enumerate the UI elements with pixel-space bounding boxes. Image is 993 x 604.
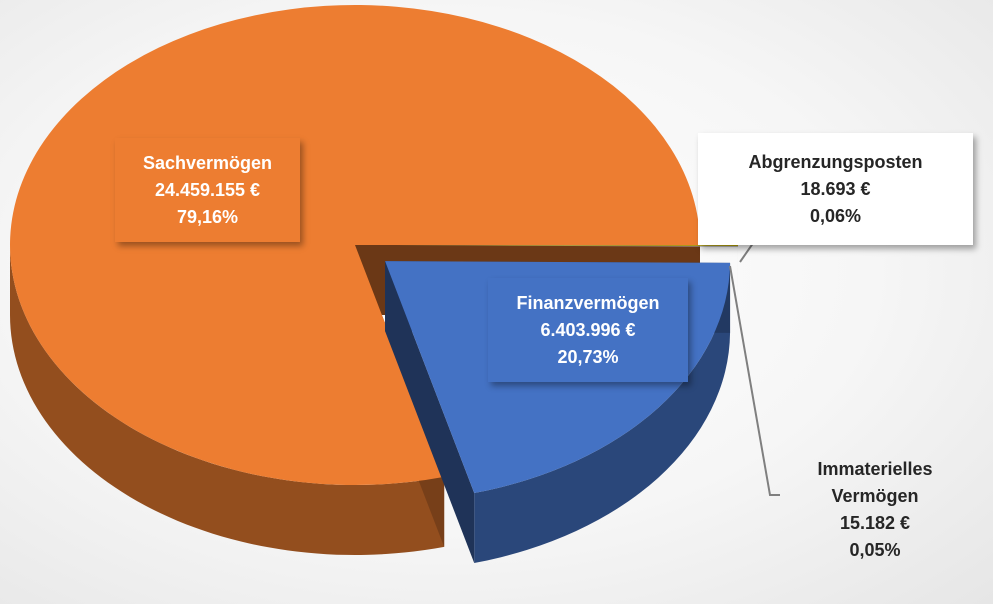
- slice: [10, 5, 701, 486]
- label-line: 0,06%: [809, 205, 862, 226]
- label-line: 18.693 €: [800, 178, 871, 199]
- data-label: Abgrenzungsposten 18.693 € 0,06%: [698, 133, 973, 245]
- label-line: 15.182 €: [839, 513, 911, 533]
- slice: [392, 245, 738, 247]
- label-line: Immaterielles Vermögen: [817, 459, 933, 506]
- slice: [392, 245, 738, 246]
- label-line: 6.403.996 €: [540, 319, 636, 340]
- label-line: 0,05%: [849, 540, 901, 560]
- leader-line: [729, 265, 780, 496]
- label-line: Finanzvermögen: [516, 292, 660, 313]
- label-line: 79,16%: [176, 206, 239, 227]
- slice-side: [474, 262, 731, 564]
- data-label: Finanzvermögen 6.403.996 € 20,73%: [488, 278, 688, 382]
- label-line: 24.459.155 €: [154, 179, 261, 200]
- label-line: Sachvermögen: [142, 152, 273, 173]
- slice-side: [10, 245, 445, 556]
- data-label: Immaterielles Vermögen 15.182 € 0,05%: [775, 440, 975, 580]
- data-label: Sachvermögen 24.459.155 € 79,16%: [115, 138, 300, 242]
- label-line: 20,73%: [557, 346, 619, 367]
- slice-wall: [385, 261, 475, 564]
- label-line: Abgrenzungsposten: [748, 151, 923, 172]
